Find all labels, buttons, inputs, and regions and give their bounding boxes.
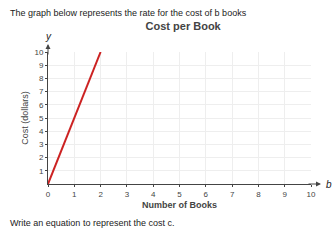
svg-text:8: 8 [39,74,44,83]
svg-text:Cost (dollars): Cost (dollars) [20,91,30,145]
svg-text:The graph below represents the: The graph below represents the rate for … [10,8,247,18]
svg-text:10: 10 [34,48,43,57]
svg-text:0: 0 [46,190,51,199]
svg-text:2: 2 [39,153,44,162]
svg-text:2: 2 [98,190,103,199]
svg-text:5: 5 [39,114,44,123]
svg-text:1: 1 [39,167,44,176]
svg-text:7: 7 [230,190,235,199]
svg-text:Cost per Book: Cost per Book [146,20,222,32]
svg-text:5: 5 [177,190,182,199]
svg-text:10: 10 [307,190,316,199]
svg-text:8: 8 [256,190,261,199]
svg-text:7: 7 [39,87,44,96]
svg-text:6: 6 [39,101,44,110]
svg-text:6: 6 [204,190,209,199]
svg-text:1: 1 [72,190,77,199]
svg-text:3: 3 [39,140,44,149]
svg-text:9: 9 [39,61,44,70]
svg-text:4: 4 [39,127,44,136]
svg-text:4: 4 [151,190,156,199]
svg-text:b: b [326,179,332,190]
svg-text:Write an equation to represent: Write an equation to represent the cost … [10,218,174,228]
svg-text:9: 9 [282,190,287,199]
svg-text:y: y [45,31,52,42]
svg-text:3: 3 [125,190,130,199]
svg-text:Number of Books: Number of Books [142,200,217,210]
